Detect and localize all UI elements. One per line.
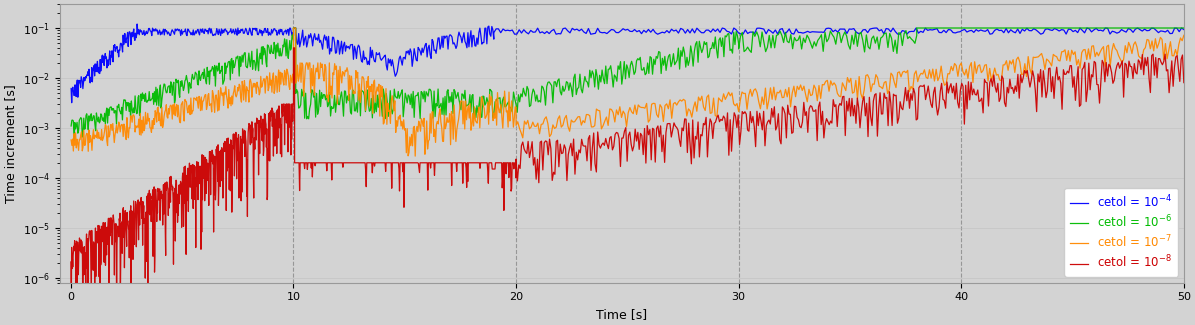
cetol = $10^{-7}$ <box>208 94 222 98</box>
cetol = $10^{-6}$ <box>399 95 413 99</box>
Line: cetol = $10^{-6}$: cetol = $10^{-6}$ <box>72 28 1184 140</box>
cetol = $10^{-7}$ <box>102 135 116 139</box>
cetol = $10^{-7}$ <box>92 130 106 134</box>
cetol = $10^{-6}$ <box>1177 26 1191 30</box>
cetol = $10^{-6}$ <box>115 118 129 122</box>
cetol = $10^{-8}$ <box>265 124 280 128</box>
cetol = $10^{-4}$ <box>232 32 246 36</box>
cetol = $10^{-7}$ <box>287 26 301 30</box>
cetol = $10^{-8}$ <box>592 143 606 147</box>
X-axis label: Time [s]: Time [s] <box>596 308 648 321</box>
cetol = $10^{-8}$ <box>63 260 78 264</box>
cetol = $10^{-8}$ <box>287 46 301 50</box>
cetol = $10^{-8}$ <box>194 164 208 168</box>
cetol = $10^{-8}$ <box>802 107 816 111</box>
cetol = $10^{-6}$ <box>67 138 81 142</box>
cetol = $10^{-7}$ <box>437 113 452 117</box>
cetol = $10^{-6}$ <box>480 100 495 104</box>
cetol = $10^{-7}$ <box>407 154 422 158</box>
cetol = $10^{-7}$ <box>65 138 79 142</box>
cetol = $10^{-6}$ <box>65 124 79 128</box>
cetol = $10^{-4}$ <box>117 39 131 43</box>
Legend: cetol = $10^{-4}$, cetol = $10^{-6}$, cetol = $10^{-7}$, cetol = $10^{-8}$: cetol = $10^{-4}$, cetol = $10^{-6}$, ce… <box>1065 188 1178 277</box>
Line: cetol = $10^{-7}$: cetol = $10^{-7}$ <box>72 28 1184 156</box>
cetol = $10^{-8}$ <box>1177 81 1191 84</box>
cetol = $10^{-8}$ <box>500 161 514 165</box>
cetol = $10^{-4}$ <box>65 86 79 90</box>
cetol = $10^{-4}$ <box>168 27 183 31</box>
Y-axis label: Time increment [s]: Time increment [s] <box>4 84 17 203</box>
cetol = $10^{-4}$ <box>1177 28 1191 32</box>
cetol = $10^{-8}$ <box>443 161 458 165</box>
cetol = $10^{-7}$ <box>152 119 166 123</box>
Line: cetol = $10^{-8}$: cetol = $10^{-8}$ <box>71 48 1184 315</box>
cetol = $10^{-7}$ <box>1177 33 1191 37</box>
cetol = $10^{-4}$ <box>130 22 145 26</box>
cetol = $10^{-4}$ <box>65 101 79 105</box>
cetol = $10^{-6}$ <box>287 26 301 30</box>
cetol = $10^{-7}$ <box>744 94 759 98</box>
cetol = $10^{-4}$ <box>1066 30 1080 33</box>
cetol = $10^{-8}$ <box>75 313 90 317</box>
cetol = $10^{-4}$ <box>704 30 718 34</box>
cetol = $10^{-6}$ <box>687 49 701 53</box>
Line: cetol = $10^{-4}$: cetol = $10^{-4}$ <box>72 24 1184 103</box>
cetol = $10^{-4}$ <box>312 40 326 44</box>
cetol = $10^{-6}$ <box>672 46 686 50</box>
cetol = $10^{-6}$ <box>272 46 287 50</box>
